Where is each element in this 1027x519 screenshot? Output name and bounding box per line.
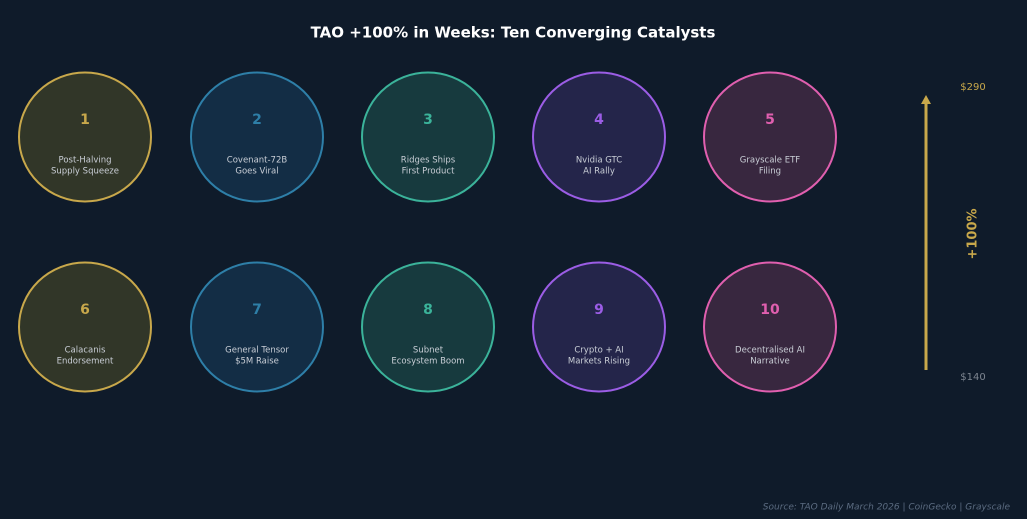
catalyst-number: 8 bbox=[423, 302, 433, 318]
catalyst-label: Nvidia GTC bbox=[576, 156, 622, 166]
bottom-price: $140 bbox=[960, 372, 985, 383]
catalyst-label: Crypto + AI bbox=[574, 346, 623, 356]
catalyst-label: Endorsement bbox=[57, 357, 114, 367]
change-label: +100% bbox=[966, 208, 981, 259]
catalyst-number: 1 bbox=[80, 112, 90, 128]
catalyst-label: Ecosystem Boom bbox=[391, 357, 464, 367]
catalyst-circle bbox=[532, 71, 666, 203]
arrow-head bbox=[921, 95, 931, 104]
catalyst-number: 3 bbox=[423, 112, 433, 128]
catalyst-number: 9 bbox=[594, 302, 604, 318]
source: Source: TAO Daily March 2026 | CoinGecko… bbox=[763, 503, 1011, 513]
catalyst-circle bbox=[18, 71, 152, 203]
catalyst-circle bbox=[703, 261, 837, 393]
catalyst-number: 4 bbox=[594, 112, 604, 128]
catalyst-label: Filing bbox=[759, 167, 781, 177]
catalyst-circle bbox=[18, 261, 152, 393]
catalyst-label: First Product bbox=[402, 167, 456, 177]
catalyst-number: 10 bbox=[760, 302, 780, 318]
catalyst-circle bbox=[190, 261, 324, 393]
title: TAO +100% in Weeks: Ten Converging Catal… bbox=[311, 24, 716, 42]
catalyst-label: Post-Halving bbox=[59, 156, 112, 166]
catalyst-circle bbox=[361, 71, 495, 203]
catalyst-label: Markets Rising bbox=[568, 357, 630, 367]
catalyst-label: Covenant-72B bbox=[227, 156, 288, 166]
catalyst-label: Subnet bbox=[413, 346, 444, 356]
catalyst-number: 7 bbox=[252, 302, 262, 318]
catalyst-circle bbox=[532, 261, 666, 393]
catalyst-circle bbox=[703, 71, 837, 203]
catalyst-label: Ridges Ships bbox=[401, 156, 456, 166]
catalyst-circle bbox=[190, 71, 324, 203]
catalyst-label: Goes Viral bbox=[235, 167, 278, 177]
catalyst-number: 6 bbox=[80, 302, 90, 318]
catalyst-label: Supply Squeeze bbox=[51, 167, 119, 177]
catalyst-label: Grayscale ETF bbox=[740, 156, 800, 166]
top-price: $290 bbox=[960, 82, 985, 93]
catalyst-circle bbox=[361, 261, 495, 393]
catalyst-label: General Tensor bbox=[225, 346, 289, 356]
catalyst-number: 5 bbox=[765, 112, 775, 128]
catalyst-label: Narrative bbox=[750, 357, 790, 367]
catalyst-label: $5M Raise bbox=[235, 357, 279, 367]
catalyst-label: Decentralised AI bbox=[735, 346, 805, 356]
catalyst-number: 2 bbox=[252, 112, 262, 128]
catalyst-label: AI Rally bbox=[583, 167, 615, 177]
catalyst-label: Calacanis bbox=[65, 346, 106, 356]
